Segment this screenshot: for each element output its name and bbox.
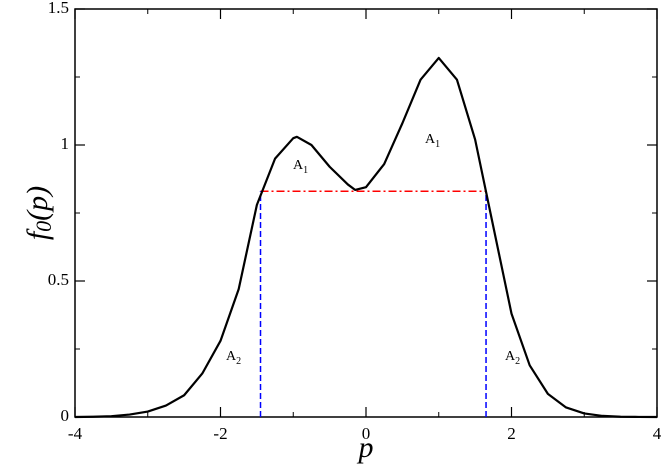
x-tick-label: -4: [68, 424, 83, 443]
y-tick-label: 0.5: [48, 270, 69, 289]
annotation-text: A: [425, 132, 436, 147]
y-tick-label: 1: [61, 134, 70, 153]
plot-frame: [74, 8, 658, 418]
annotation-sub: 2: [236, 356, 241, 367]
x-tick-label: 2: [507, 424, 516, 443]
y-tick-label: 0: [61, 406, 70, 425]
x-tick-label: -2: [213, 424, 227, 443]
x-tick-label: 4: [653, 424, 662, 443]
annotation-sub: 1: [303, 165, 308, 176]
annotation: A2: [226, 349, 241, 367]
curve: [74, 56, 658, 419]
annotation-text: A: [293, 158, 304, 173]
annotation: A1: [425, 132, 440, 150]
annotation: A2: [505, 349, 520, 367]
annotation-text: A: [505, 349, 516, 364]
y-axis-label-sub: 0: [31, 221, 56, 232]
y-axis-label-arg: (p): [21, 186, 54, 221]
annotation-sub: 2: [515, 356, 520, 367]
annotation: A1: [293, 158, 308, 176]
annotation-sub: 1: [435, 139, 440, 150]
annotation-text: A: [226, 349, 237, 364]
y-tick-label: 1.5: [48, 0, 69, 17]
x-axis-label: p: [357, 431, 374, 464]
y-axis-label: f0(p): [21, 186, 56, 240]
x-tick-label: 0: [362, 424, 371, 443]
